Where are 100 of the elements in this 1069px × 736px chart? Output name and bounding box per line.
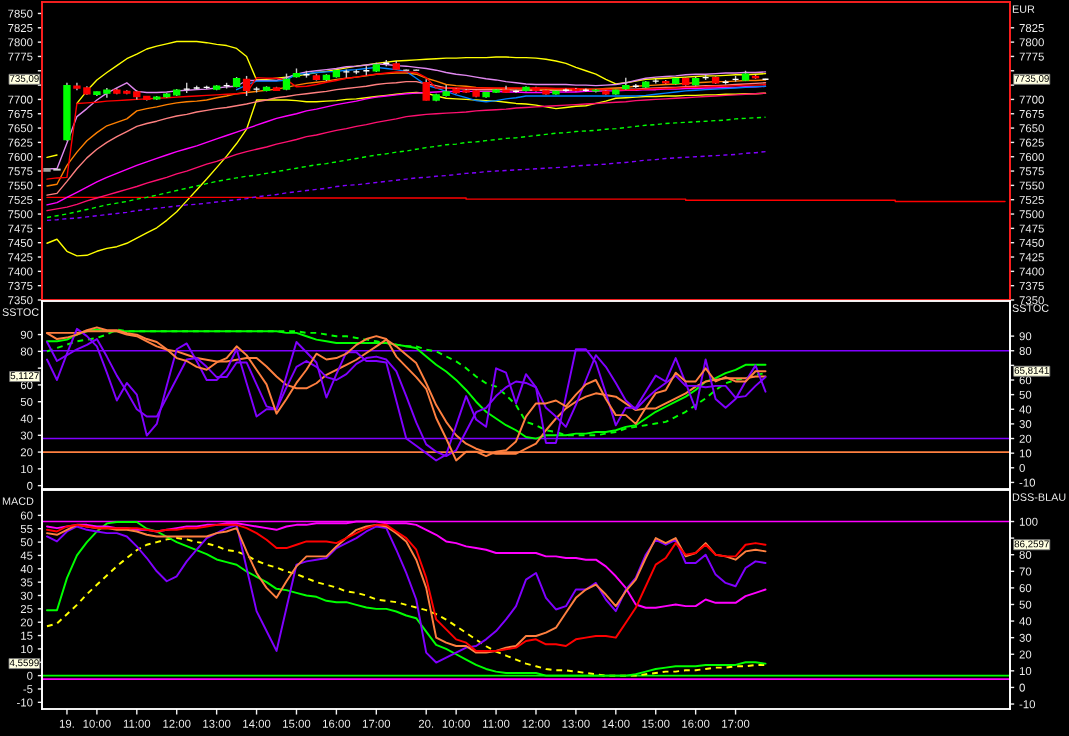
text: 65,8141 <box>1014 366 1049 375</box>
y-tick-label: 25 <box>20 605 33 614</box>
x-tick-label: 16:00 <box>323 719 351 728</box>
y-tick-label: 90 <box>20 330 33 339</box>
y2-tick-label: 80 <box>1019 346 1032 355</box>
y2-tick-label: 7775 <box>1019 52 1044 61</box>
y2-tick-label: 7700 <box>1019 95 1044 104</box>
y2-tick-label: 7400 <box>1019 267 1044 276</box>
y2-tick-label: 40 <box>1019 617 1032 626</box>
x-tick-label: 10:00 <box>83 719 111 728</box>
x-tick-label: 17:00 <box>722 719 750 728</box>
y-tick-label: 60 <box>20 511 33 520</box>
y-tick-label: 7650 <box>8 124 33 133</box>
text: 4,5599 <box>9 659 39 668</box>
y-tick-label: 55 <box>20 525 33 533</box>
y2-tick-label: 7500 <box>1019 210 1044 219</box>
y2-tick-label: 10 <box>1019 449 1032 458</box>
y-tick-label: 7350 <box>8 296 33 305</box>
y-tick-label: 7475 <box>8 224 33 233</box>
y-tick-label: 7850 <box>8 9 33 18</box>
y2-tick-label: 7425 <box>1019 253 1044 262</box>
y-tick-label: 60 <box>20 381 33 390</box>
x-tick-label: 12:00 <box>522 719 550 728</box>
y-axis-title: MACD <box>2 497 34 505</box>
y2-tick-label: 60 <box>1019 584 1032 593</box>
y2-tick-label: 40 <box>1019 405 1032 414</box>
y-tick-label: 30 <box>20 591 33 600</box>
y2-tick-label: 7650 <box>1019 124 1044 133</box>
y-tick-label: 7550 <box>8 181 33 190</box>
x-tick-label: 15:00 <box>283 719 311 728</box>
y-tick-label: 7775 <box>8 52 33 61</box>
y2-tick-label: 30 <box>1019 633 1032 642</box>
x-tick-label: 16:00 <box>682 719 710 728</box>
y2-tick-label: 7575 <box>1019 167 1044 176</box>
x-tick-label: 14:00 <box>243 719 271 728</box>
y-tick-label: -10 <box>17 698 33 707</box>
y-tick-label: 10 <box>21 645 33 654</box>
y-tick-label: 40 <box>20 564 33 574</box>
y-tick-label: 40 <box>20 414 33 423</box>
x-tick-label: 12:00 <box>163 719 191 728</box>
y-tick-label: 0 <box>27 671 33 680</box>
text: 735,09 <box>9 75 39 84</box>
y-tick-label: 7500 <box>8 210 33 219</box>
y2-tick-label: 7375 <box>1019 281 1044 290</box>
y-tick-label: 7700 <box>8 95 33 104</box>
x-tick-label: 17:00 <box>362 719 391 728</box>
y2-tick-label: 30 <box>1019 420 1032 429</box>
y2-axis-title: EUR <box>1012 5 1035 13</box>
y-tick-label: 7600 <box>8 152 33 161</box>
x-tick-label: 11:00 <box>123 719 151 728</box>
y2-tick-label: 7625 <box>1019 138 1044 147</box>
y-tick-label: 7375 <box>8 281 33 290</box>
y-tick-label: 20 <box>20 618 33 627</box>
y2-axis-title: SSTOC <box>1012 304 1049 312</box>
y2-tick-label: 0 <box>1019 683 1025 692</box>
y-tick-label: 7675 <box>8 109 33 118</box>
y2-tick-label: -10 <box>1019 700 1036 709</box>
y2-tick-label: 50 <box>1019 390 1032 399</box>
y2-tick-label: 60 <box>1019 376 1032 385</box>
y-tick-label: -5 <box>23 685 33 694</box>
y-tick-label: 7425 <box>8 253 33 262</box>
y-axis-title: SSTOC <box>2 308 39 316</box>
y2-tick-label: 20 <box>1019 434 1032 443</box>
y2-tick-label: 7825 <box>1019 23 1044 33</box>
x-tick-label: 13:00 <box>203 719 231 728</box>
x-tick-label: 19. <box>59 719 74 728</box>
y-tick-label: 15 <box>21 631 33 640</box>
y2-tick-label: 7350 <box>1019 296 1044 305</box>
y2-axis-title: DSS-BLAU <box>1012 493 1066 501</box>
y2-tick-label: 20 <box>1019 650 1032 659</box>
y2-tick-label: 50 <box>1019 600 1032 609</box>
y2-tick-label: 100 <box>1019 517 1038 526</box>
y2-tick-label: 7675 <box>1019 109 1044 118</box>
y-tick-label: 10 <box>21 465 33 474</box>
y2-tick-label: 7600 <box>1019 152 1044 161</box>
y-tick-label: 7800 <box>8 38 33 47</box>
y2-tick-label: 0 <box>1019 463 1025 473</box>
y2-tick-label: 80 <box>1019 550 1032 559</box>
y2-tick-label: 70 <box>1019 567 1032 576</box>
text: 5,1127 <box>10 372 39 381</box>
y2-tick-label: 7475 <box>1019 224 1044 233</box>
y-tick-label: 7525 <box>8 195 33 204</box>
y2-tick-label: 7800 <box>1019 38 1044 47</box>
x-tick-label: 10:00 <box>442 719 470 728</box>
y-tick-label: 7450 <box>8 238 33 247</box>
y2-tick-label: 7450 <box>1019 238 1044 247</box>
y2-tick-label: -10 <box>1019 478 1036 487</box>
y-tick-label: 35 <box>20 578 33 587</box>
y-tick-label: 80 <box>20 347 33 356</box>
y-tick-label: 7825 <box>8 23 33 33</box>
y-tick-label: 0 <box>27 481 33 490</box>
y-tick-label: 20 <box>20 448 33 457</box>
y2-tick-label: 90 <box>1019 332 1032 341</box>
y-tick-label: 7400 <box>8 267 33 276</box>
text: 86,2597 <box>1014 540 1049 549</box>
y-tick-label: 30 <box>20 431 33 440</box>
y2-tick-label: 7525 <box>1019 195 1044 204</box>
x-tick-label: 11:00 <box>483 719 510 728</box>
y-tick-label: 50 <box>20 538 33 547</box>
x-tick-label: 14:00 <box>602 719 630 728</box>
